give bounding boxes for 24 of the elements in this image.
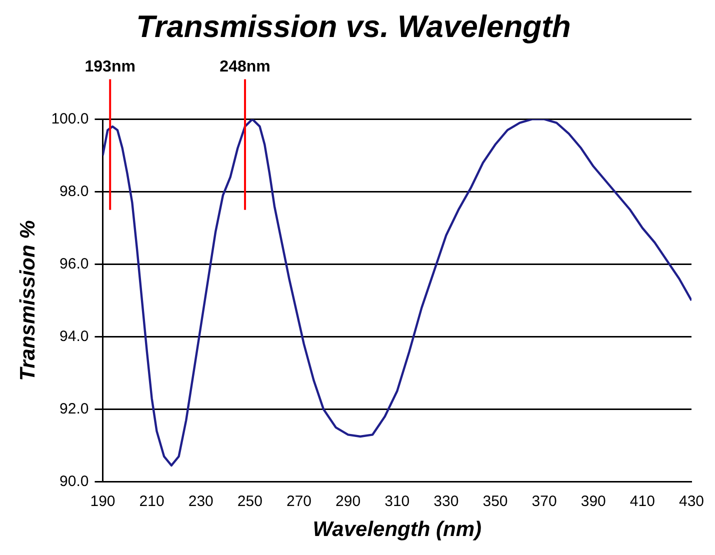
y-tick-label: 90.0 bbox=[60, 472, 89, 490]
x-tick-label: 250 bbox=[237, 492, 262, 510]
x-axis-title: Wavelength (nm) bbox=[312, 518, 482, 542]
x-tick-label: 190 bbox=[90, 492, 116, 510]
ref-line-label: 193nm bbox=[84, 58, 136, 76]
x-tick-label: 310 bbox=[384, 492, 410, 510]
y-tick-label: 92.0 bbox=[60, 400, 89, 418]
x-tick-label: 230 bbox=[188, 492, 214, 510]
x-tick-label: 270 bbox=[286, 492, 312, 510]
x-tick-label: 370 bbox=[532, 492, 557, 510]
y-tick-label: 98.0 bbox=[60, 182, 89, 200]
x-tick-label: 390 bbox=[580, 492, 606, 510]
y-axis-title: Transmission % bbox=[16, 220, 40, 381]
chart-title: Transmission vs. Wavelength bbox=[136, 9, 571, 44]
x-tick-label: 290 bbox=[336, 492, 361, 510]
x-tick-label: 410 bbox=[630, 492, 655, 510]
x-tick-label: 330 bbox=[434, 492, 459, 510]
x-tick-label: 430 bbox=[678, 492, 704, 510]
y-tick-label: 94.0 bbox=[60, 328, 89, 345]
ref-line-label: 248nm bbox=[220, 58, 270, 76]
x-tick-label: 350 bbox=[482, 492, 508, 510]
y-tick-label: 100.0 bbox=[51, 110, 89, 128]
y-tick-label: 96.0 bbox=[60, 255, 89, 272]
x-tick-label: 210 bbox=[139, 492, 164, 510]
